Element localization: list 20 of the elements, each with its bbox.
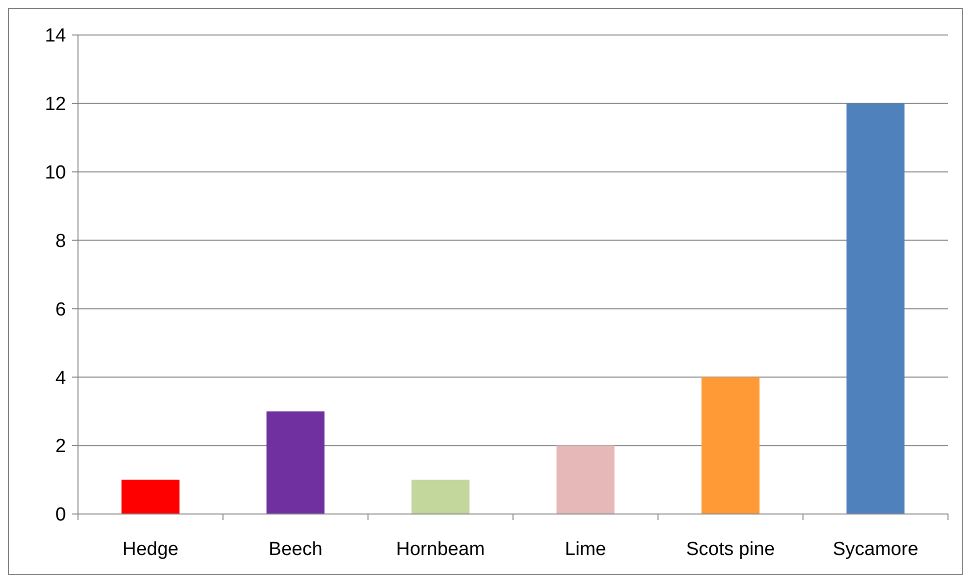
bar <box>122 480 180 514</box>
bar <box>556 446 614 514</box>
x-tick-label: Scots pine <box>686 539 775 560</box>
bar <box>412 480 470 514</box>
x-tick-label: Lime <box>564 539 606 560</box>
y-tick-label: 4 <box>55 368 66 389</box>
y-tick-label: 8 <box>55 230 66 252</box>
y-tick-label: 6 <box>55 299 66 320</box>
bar <box>846 103 904 514</box>
bar <box>266 411 324 514</box>
y-tick-label: 10 <box>44 162 66 184</box>
x-tick-label: Beech <box>268 539 322 560</box>
y-tick-label: 14 <box>44 26 66 47</box>
bar <box>702 377 760 514</box>
y-tick-label: 12 <box>44 94 66 116</box>
x-tick-label: Hedge <box>122 539 178 560</box>
x-tick-label: Hornbeam <box>396 539 485 560</box>
x-tick-label: Sycamore <box>832 539 918 560</box>
y-tick-label: 2 <box>55 436 66 458</box>
y-tick-label: 0 <box>55 504 66 526</box>
